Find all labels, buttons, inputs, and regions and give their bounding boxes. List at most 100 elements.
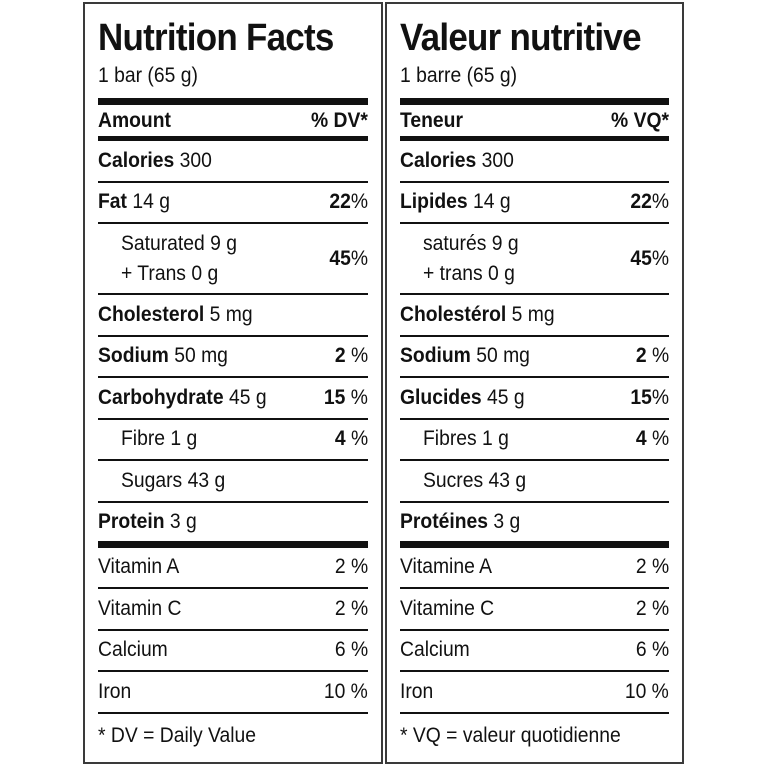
- protein-row: Protein 3 g: [98, 503, 368, 548]
- vitamin-c-label: Vitamin C: [98, 596, 182, 620]
- fat-pct-unit: %: [350, 190, 368, 214]
- cholesterol-amount: 5 mg: [209, 302, 253, 326]
- calories-label: Calories: [400, 148, 477, 172]
- panel-title: Valeur nutritive: [400, 17, 642, 59]
- sodium-amount: 50 mg: [174, 344, 228, 368]
- vitamin-a-label: Vitamin A: [98, 555, 180, 579]
- carbohydrate-pct: 15: [323, 385, 346, 409]
- fibre-row: Fibre 1 g 4 %: [98, 420, 368, 461]
- fat-pct-unit: %: [651, 190, 669, 214]
- iron-label: Iron: [98, 679, 132, 703]
- sodium-pct-unit: %: [345, 344, 368, 368]
- sodium-pct-unit: %: [646, 344, 669, 368]
- fat-amount: 14 g: [473, 190, 511, 214]
- iron-label: Iron: [400, 679, 434, 703]
- serving-size: 1 bar (65 g): [98, 64, 198, 87]
- carbohydrate-pct-unit: %: [345, 385, 368, 409]
- carbohydrate-pct-unit: %: [651, 385, 669, 409]
- fat-pct: 22: [630, 190, 652, 214]
- sodium-label: Sodium: [98, 344, 169, 368]
- vitamin-a-value: 2 %: [635, 555, 669, 579]
- header-row: Teneur % VQ*: [400, 105, 669, 141]
- protein-amount: 3 g: [169, 509, 197, 533]
- dv-header: % DV*: [311, 108, 368, 132]
- vitamin-a-label: Vitamine A: [400, 555, 493, 579]
- amount-header: Teneur: [400, 108, 463, 132]
- saturated-label: Saturated 9 g: [121, 231, 238, 255]
- saturated-pct-unit: %: [350, 246, 368, 270]
- calcium-value: 6 %: [334, 638, 368, 662]
- vitamin-a-row: Vitamin A 2 %: [98, 548, 368, 589]
- vitamin-c-row: Vitamine C 2 %: [400, 589, 669, 631]
- saturated-pct-unit: %: [651, 246, 669, 270]
- sodium-amount: 50 mg: [476, 344, 530, 368]
- protein-label: Protéines: [400, 509, 489, 533]
- cholesterol-row: Cholestérol 5 mg: [400, 295, 669, 337]
- calcium-value: 6 %: [635, 638, 669, 662]
- dv-header: % VQ*: [611, 108, 669, 132]
- serving-size: 1 barre (65 g): [400, 64, 518, 87]
- protein-row: Protéines 3 g: [400, 503, 669, 548]
- cholesterol-amount: 5 mg: [511, 302, 555, 326]
- fibre-label: Fibres 1 g: [423, 427, 509, 451]
- footnote: * VQ = valeur quotidienne: [400, 723, 621, 747]
- sodium-label: Sodium: [400, 344, 471, 368]
- panel-title: Nutrition Facts: [98, 17, 334, 59]
- french-panel: Valeur nutritive 1 barre (65 g) Teneur %…: [385, 2, 684, 764]
- carbohydrate-amount: 45 g: [228, 385, 267, 409]
- carbohydrate-row: Carbohydrate 45 g 15 %: [98, 378, 368, 420]
- fibre-pct-unit: %: [345, 427, 368, 451]
- carbohydrate-label: Carbohydrate: [98, 385, 224, 409]
- cholesterol-label: Cholesterol: [98, 302, 205, 326]
- sodium-row: Sodium 50 mg 2 %: [400, 337, 669, 378]
- vitamin-c-value: 2 %: [334, 596, 368, 620]
- top-divider: [400, 98, 669, 105]
- calories-value: 300: [179, 148, 212, 172]
- iron-row: Iron 10 %: [98, 672, 368, 714]
- calories-label: Calories: [98, 148, 175, 172]
- sugars-row: Sucres 43 g: [400, 461, 669, 503]
- sodium-row: Sodium 50 mg 2 %: [98, 337, 368, 378]
- header-row: Amount % DV*: [98, 105, 368, 141]
- calcium-label: Calcium: [98, 638, 168, 662]
- protein-amount: 3 g: [493, 509, 521, 533]
- sugars-label: Sugars 43 g: [121, 468, 226, 492]
- vitamin-c-value: 2 %: [635, 596, 669, 620]
- iron-row: Iron 10 %: [400, 672, 669, 714]
- footnote: * DV = Daily Value: [98, 723, 257, 747]
- calcium-row: Calcium 6 %: [400, 631, 669, 672]
- vitamin-a-row: Vitamine A 2 %: [400, 548, 669, 589]
- fibre-row: Fibres 1 g 4 %: [400, 420, 669, 461]
- carbohydrate-amount: 45 g: [486, 385, 525, 409]
- trans-label: + trans 0 g: [423, 261, 515, 285]
- fat-pct: 22: [329, 190, 351, 214]
- trans-label: + Trans 0 g: [121, 261, 219, 285]
- cholesterol-label: Cholestérol: [400, 302, 507, 326]
- fat-row: Fat 14 g 22%: [98, 183, 368, 224]
- carbohydrate-row: Glucides 45 g 15%: [400, 378, 669, 420]
- calcium-label: Calcium: [400, 638, 470, 662]
- english-panel: Nutrition Facts 1 bar (65 g) Amount % DV…: [83, 2, 383, 764]
- iron-value: 10 %: [323, 679, 368, 703]
- fibre-pct-unit: %: [646, 427, 669, 451]
- amount-header: Amount: [98, 108, 171, 132]
- sugars-row: Sugars 43 g: [98, 461, 368, 503]
- fat-amount: 14 g: [132, 190, 170, 214]
- fibre-pct: 4: [334, 427, 346, 451]
- iron-value: 10 %: [624, 679, 669, 703]
- fibre-pct: 4: [635, 427, 647, 451]
- fibre-label: Fibre 1 g: [121, 427, 198, 451]
- saturated-label: saturés 9 g: [423, 231, 519, 255]
- vitamin-c-row: Vitamin C 2 %: [98, 589, 368, 631]
- fat-row: Lipides 14 g 22%: [400, 183, 669, 224]
- fat-label: Lipides: [400, 190, 468, 214]
- protein-label: Protein: [98, 509, 165, 533]
- calories-row: Calories 300: [98, 141, 368, 183]
- carbohydrate-label: Glucides: [400, 385, 482, 409]
- saturated-pct: 45: [630, 246, 652, 270]
- cholesterol-row: Cholesterol 5 mg: [98, 295, 368, 337]
- calories-row: Calories 300: [400, 141, 669, 183]
- top-divider: [98, 98, 368, 105]
- saturated-row: Saturated 9 g + Trans 0 g 45%: [98, 224, 368, 295]
